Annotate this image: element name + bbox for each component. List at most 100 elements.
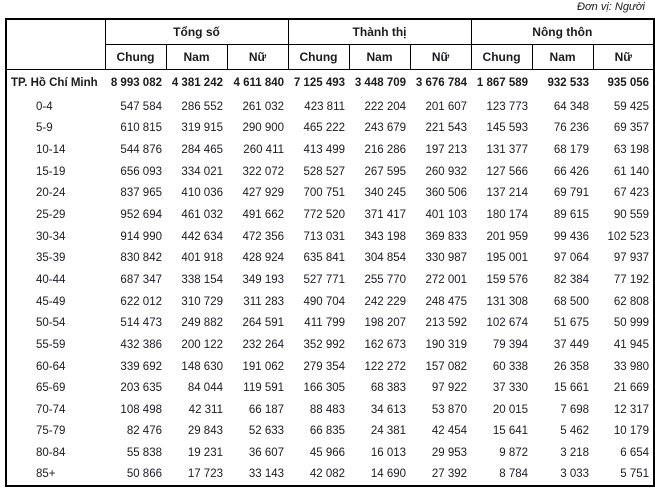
corner-cell — [5, 18, 106, 70]
age-group-label: 5-9 — [36, 122, 53, 135]
age-group-label: 10-14 — [36, 144, 66, 157]
table-row: 75-79 82 476 29 843 52 633 66 835 24 381 42 45… — [6, 421, 654, 443]
value-cell: 9 872 — [499, 447, 529, 460]
value-cell: 119 591 — [243, 382, 285, 395]
age-group-label: 75-79 — [36, 425, 66, 438]
value-cell: 203 635 — [120, 382, 162, 395]
value-cell: 472 356 — [242, 230, 285, 243]
value-cell: 700 751 — [303, 187, 346, 200]
value-cell: 7 698 — [560, 403, 590, 416]
value-cell: 286 552 — [181, 100, 223, 113]
value-cell: 264 591 — [242, 317, 285, 330]
unit-label: Đơn vị: Người — [577, 1, 645, 13]
value-cell: 33 980 — [613, 360, 650, 373]
age-group-label: 45-49 — [36, 295, 66, 308]
value-cell: 334 021 — [181, 165, 223, 178]
value-cell: 42 082 — [309, 468, 346, 481]
value-cell: 410 036 — [181, 187, 223, 200]
value-cell: 442 634 — [181, 230, 223, 243]
value-cell: 221 543 — [425, 122, 468, 135]
value-cell: 82 476 — [126, 425, 162, 438]
value-cell: 413 499 — [303, 144, 346, 157]
value-cell: 97 922 — [431, 382, 468, 395]
value-cell: 322 072 — [242, 165, 285, 178]
value-cell: 45 966 — [309, 447, 346, 460]
value-cell: 4 611 840 — [233, 76, 285, 89]
value-cell: 63 198 — [613, 144, 650, 157]
value-cell: 50 866 — [126, 468, 162, 481]
value-cell: 935 056 — [607, 76, 650, 89]
value-cell: 343 198 — [364, 230, 407, 243]
value-cell: 369 833 — [425, 230, 468, 243]
value-cell: 68 500 — [553, 295, 590, 308]
value-cell: 52 633 — [248, 425, 285, 438]
value-cell: 304 854 — [364, 252, 407, 265]
value-cell: 14 690 — [370, 468, 407, 481]
value-cell: 255 770 — [364, 273, 407, 286]
age-group-label: 85+ — [36, 468, 56, 481]
age-group-label: 70-74 — [36, 403, 66, 416]
subheader-cell: Nam — [165, 43, 228, 70]
value-cell: 311 283 — [243, 295, 285, 308]
value-cell: 5 462 — [560, 425, 590, 438]
value-cell: 932 533 — [547, 76, 590, 89]
value-cell: 260 932 — [425, 165, 468, 178]
value-cell: 527 771 — [303, 273, 346, 286]
value-cell: 166 305 — [303, 382, 346, 395]
value-cell: 15 661 — [553, 382, 590, 395]
value-cell: 51 675 — [553, 317, 590, 330]
value-cell: 290 900 — [242, 122, 285, 135]
value-cell: 159 576 — [486, 273, 529, 286]
table-row: 55-59 432 386 200 122 232 264 352 992 162 673… — [6, 334, 654, 356]
value-cell: 837 965 — [120, 187, 162, 200]
value-cell: 201 607 — [425, 100, 468, 113]
value-cell: 36 607 — [248, 447, 285, 460]
age-group-label: 55-59 — [36, 338, 66, 351]
value-cell: 261 032 — [242, 100, 285, 113]
value-cell: 491 662 — [242, 209, 285, 222]
age-group-label: 50-54 — [36, 317, 66, 330]
value-cell: 330 987 — [425, 252, 468, 265]
value-cell: 490 704 — [303, 295, 346, 308]
value-cell: 427 929 — [242, 187, 285, 200]
value-cell: 401 103 — [425, 209, 468, 222]
subheader-cell: Nữ — [592, 43, 655, 70]
value-cell: 24 381 — [370, 425, 407, 438]
value-cell: 68 179 — [553, 144, 590, 157]
value-cell: 12 317 — [613, 403, 650, 416]
table-body: TP. Hồ Chí Minh 8 993 082 4 381 242 4 611 8… — [6, 69, 654, 486]
value-cell: 108 498 — [120, 403, 162, 416]
value-cell: 352 992 — [303, 338, 346, 351]
subheader-cell: Chung — [470, 43, 533, 70]
value-cell: 37 330 — [492, 382, 529, 395]
value-cell: 21 669 — [613, 382, 650, 395]
value-cell: 8 993 082 — [110, 76, 162, 89]
value-cell: 42 311 — [188, 403, 223, 416]
table-row: 10-14 544 876 284 465 260 411 413 499 216 286… — [6, 139, 654, 161]
value-cell: 622 012 — [120, 295, 162, 308]
table-row: 40-44 687 347 338 154 349 193 527 771 255 770… — [6, 269, 654, 291]
value-cell: 82 384 — [553, 273, 590, 286]
value-cell: 8 784 — [499, 468, 529, 481]
age-group-label: 60-64 — [36, 360, 66, 373]
table-row: 25-29 952 694 461 032 491 662 772 520 371 417… — [6, 204, 654, 226]
value-cell: 99 436 — [553, 230, 590, 243]
value-cell: 249 882 — [181, 317, 223, 330]
value-cell: 145 593 — [486, 122, 529, 135]
value-cell: 33 143 — [248, 468, 285, 481]
subheader-cell: Chung — [104, 43, 167, 70]
value-cell: 162 673 — [364, 338, 407, 351]
value-cell: 60 338 — [492, 360, 529, 373]
value-cell: 84 044 — [187, 382, 223, 395]
value-cell: 16 013 — [370, 447, 407, 460]
table-row: 50-54 514 473 249 882 264 591 411 799 198 207… — [6, 312, 654, 334]
table-header: Tổng số Thành thị Nông thôn Chung Nam Nữ Ch… — [5, 18, 655, 70]
value-cell: 66 835 — [309, 425, 346, 438]
value-cell: 216 286 — [364, 144, 407, 157]
table-row: 80-84 55 838 19 231 36 607 45 966 16 013 29 95… — [6, 442, 654, 464]
value-cell: 26 358 — [553, 360, 590, 373]
value-cell: 69 791 — [553, 187, 590, 200]
value-cell: 68 383 — [370, 382, 407, 395]
age-group-label: 25-29 — [36, 209, 66, 222]
value-cell: 59 425 — [613, 100, 650, 113]
